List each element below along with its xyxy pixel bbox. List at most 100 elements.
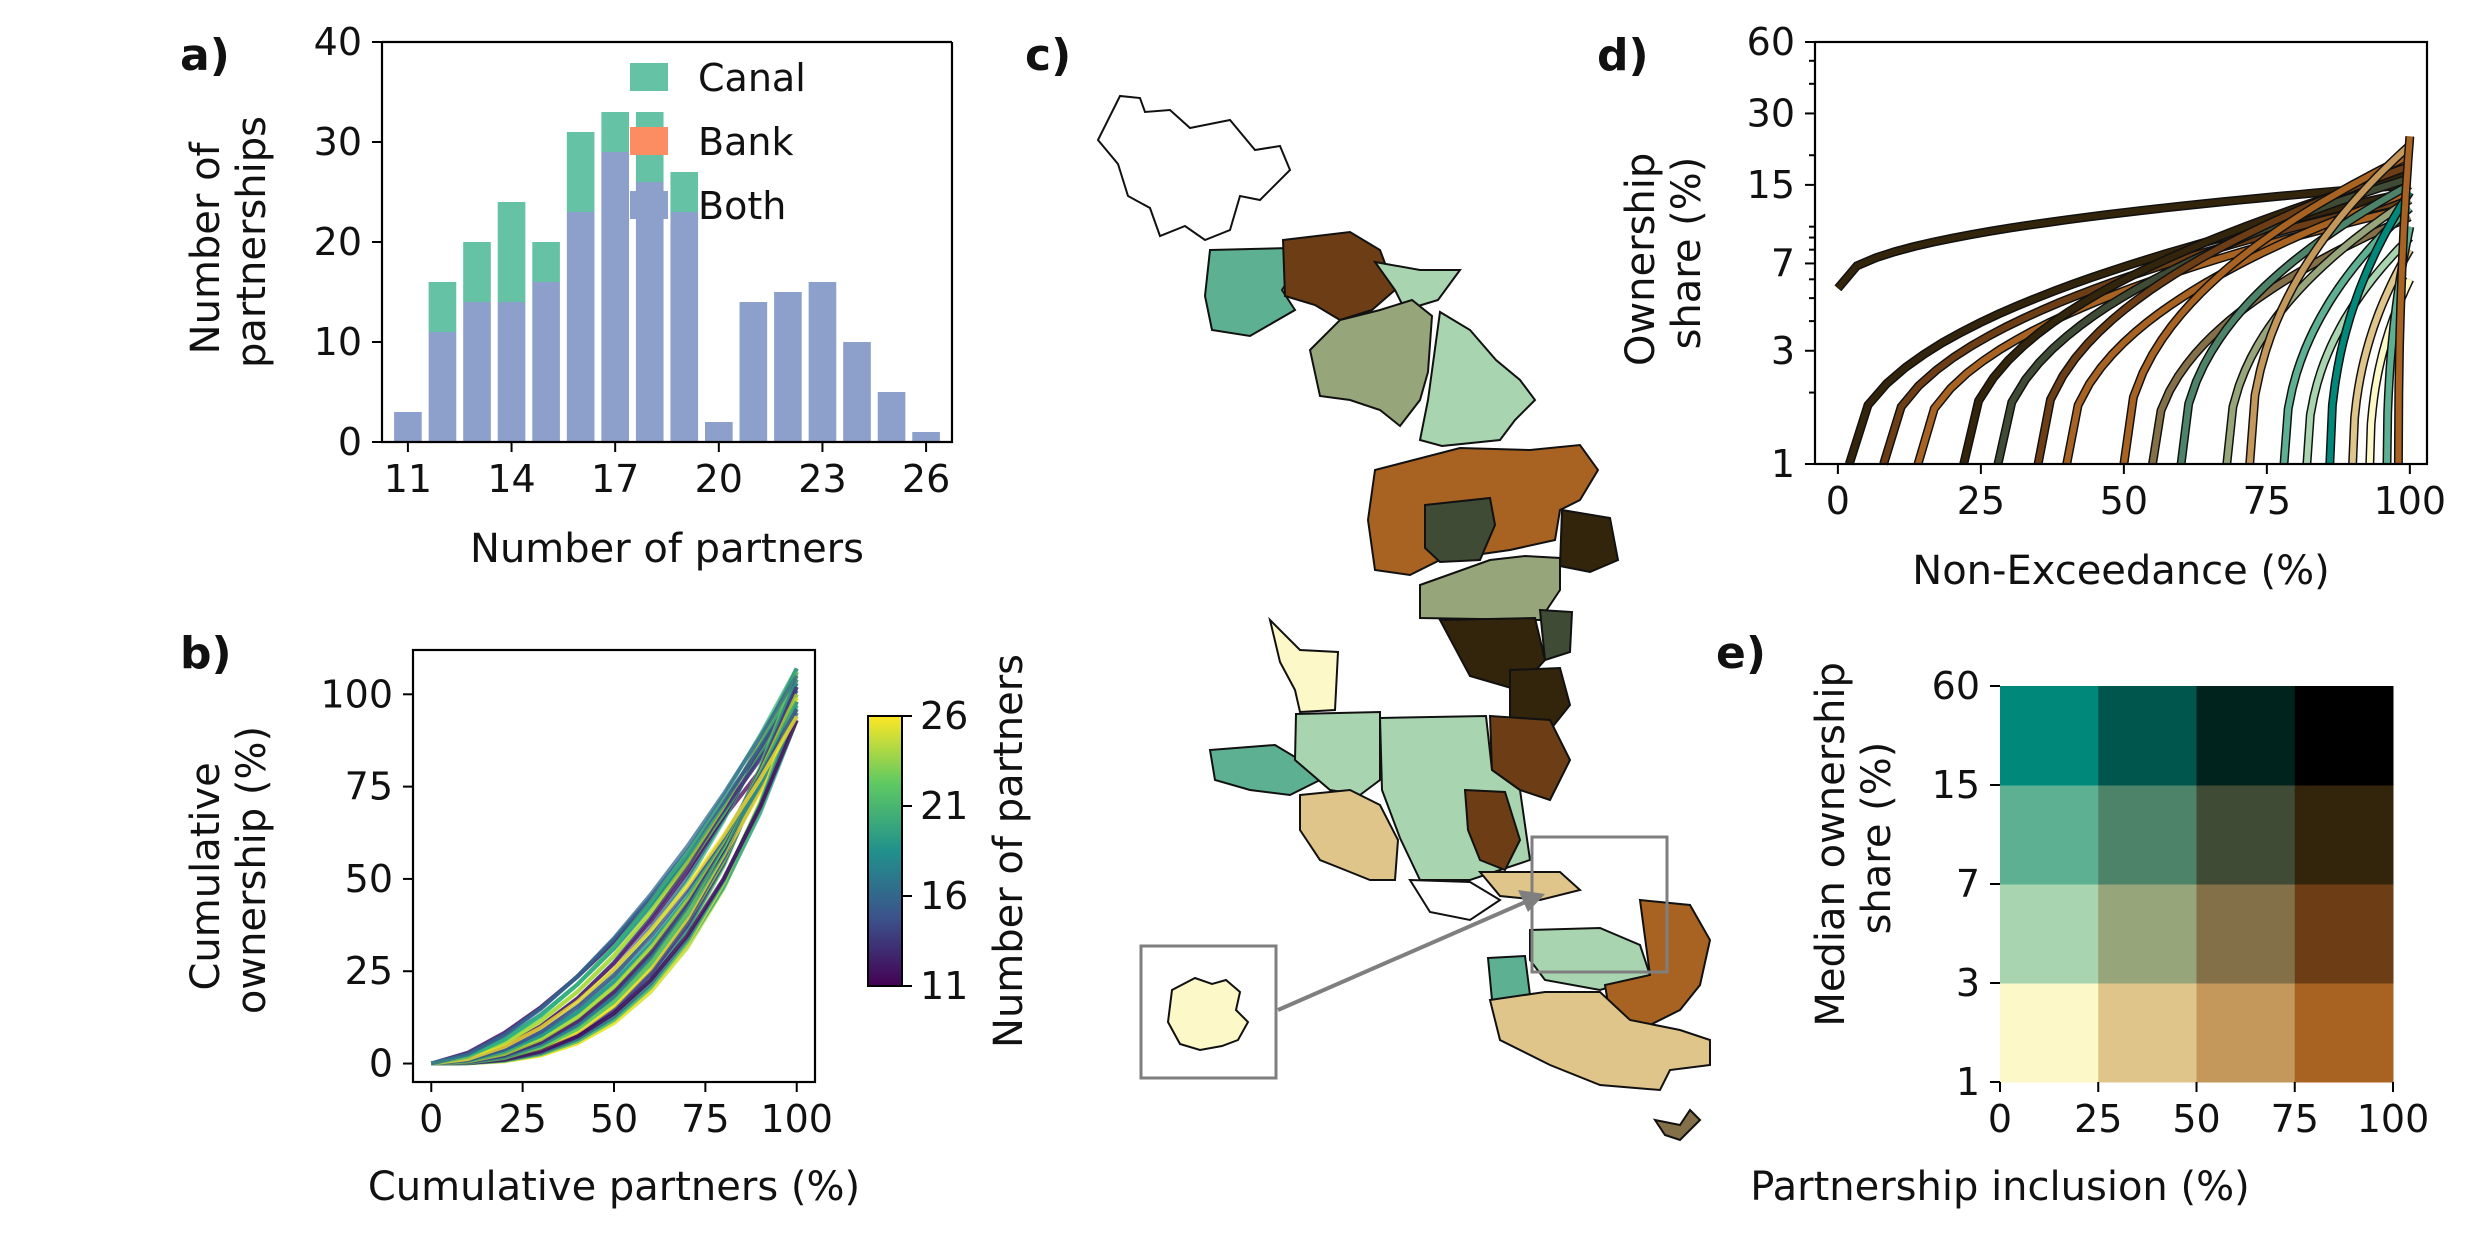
- map-region-teal-west: [1208, 743, 1322, 797]
- panel-d: d) 0 25 50 75 100 1 3 7 15 30 60 Non-Exceedance (%…: [1597, 20, 2446, 594]
- y-axis-label-e-line2: share (%): [1854, 742, 1900, 935]
- bar-canal-13: [463, 242, 491, 302]
- x-tick-label-a: 20: [695, 457, 743, 501]
- colorbar-ticks: 11 16 21 26: [902, 694, 968, 1008]
- panel-e: e) 0 25 50 75 100 1 3 7 15 60 Partnership inclusi…: [1716, 628, 2429, 1210]
- x-tick-label-b: 25: [498, 1097, 546, 1141]
- heatmap-cell: [2196, 785, 2296, 885]
- x-axis-label-b: Cumulative partners (%): [368, 1164, 860, 1210]
- y-axis-label-d-line2: share (%): [1664, 157, 1710, 350]
- y-tick-label-d: 30: [1747, 91, 1795, 135]
- map-region-white-coast: [1408, 878, 1502, 922]
- map-region-light-teal-north: [1372, 260, 1462, 312]
- y-tick-label-a: 40: [314, 20, 362, 64]
- heatmap-cell: [2000, 983, 2099, 1083]
- heatmap-cell: [2098, 884, 2197, 984]
- y-tick-label-e: 60: [1932, 664, 1980, 708]
- legend-label-bank: Bank: [698, 120, 793, 164]
- panel-letter-d: d): [1597, 30, 1649, 81]
- y-tick-label-d: 15: [1747, 163, 1795, 207]
- bar-both-26: [912, 432, 940, 442]
- y-tick-label-b: 75: [345, 765, 393, 809]
- y-axis-label-a: Number of partnerships: [183, 116, 275, 368]
- inset-shape: [1166, 976, 1250, 1052]
- x-tick-label-d: 0: [1826, 479, 1850, 523]
- x-tick-label-e: 0: [1988, 1097, 2012, 1141]
- bar-canal-17: [601, 112, 629, 152]
- histogram-bars: [394, 112, 940, 442]
- cumulative-curve: [431, 678, 799, 1066]
- bar-both-12: [428, 332, 457, 442]
- map-region-pale-green: [1418, 310, 1537, 448]
- x-tick-label-a: 11: [384, 457, 432, 501]
- map-region-tan-south: [1488, 991, 1711, 1092]
- y-axis-label-a-line2: partnerships: [229, 116, 275, 368]
- heatmap-cell: [2196, 884, 2296, 984]
- district-map: [1096, 94, 1712, 1142]
- bar-both-14: [497, 302, 526, 442]
- share-curve: [2395, 136, 2413, 465]
- x-tick-label-e: 100: [2357, 1097, 2430, 1141]
- map-region-teal-south: [1486, 954, 1532, 1002]
- heatmap-cell: [2000, 785, 2099, 885]
- map-region-sage: [1308, 298, 1434, 428]
- heatmap-cell: [2098, 785, 2197, 885]
- share-curves: [1834, 136, 2415, 466]
- y-tick-label-e: 7: [1956, 862, 1980, 906]
- axis-ticks-a: 11 14 17 20 23 26 0 10 20 30 40: [314, 20, 951, 501]
- bar-both-20: [705, 422, 733, 442]
- colorbar-tick-label: 21: [920, 784, 968, 828]
- share-curve: [2120, 152, 2412, 465]
- axis-ticks-b: 0 25 50 75 100 0 25 50 75 100: [320, 672, 833, 1141]
- map-region-brown-southcenter: [1463, 788, 1522, 872]
- heatmap-cells: [2000, 686, 2394, 1083]
- heatmap-cell: [2294, 983, 2394, 1083]
- y-axis-label-d: Ownership share (%): [1618, 140, 1710, 366]
- y-axis-label-d-line1: Ownership: [1618, 153, 1664, 366]
- bar-both-25: [877, 392, 906, 442]
- heatmap-cell: [2196, 686, 2296, 786]
- map-region-tip: [1652, 1108, 1702, 1142]
- panel-letter-c: c): [1025, 30, 1071, 81]
- heatmap-cell: [2098, 686, 2197, 786]
- x-axis-label-d: Non-Exceedance (%): [1912, 548, 2329, 594]
- bar-both-24: [843, 342, 871, 442]
- x-axis-label-e: Partnership inclusion (%): [1750, 1164, 2249, 1210]
- x-tick-label-b: 100: [760, 1097, 833, 1141]
- colorbar-tick-label: 11: [920, 964, 968, 1008]
- x-tick-label-a: 23: [798, 457, 846, 501]
- legend-a: Canal Bank Both: [630, 56, 806, 228]
- share-curve: [2326, 190, 2413, 465]
- y-tick-label-b: 100: [320, 672, 393, 716]
- x-tick-label-d: 25: [1957, 479, 2005, 523]
- bar-canal-19: [670, 172, 699, 212]
- x-tick-label-a: 26: [902, 457, 950, 501]
- x-axis-label-a: Number of partners: [470, 526, 864, 572]
- inset-arrow-head: [1518, 890, 1545, 912]
- y-tick-label-d: 60: [1747, 20, 1795, 64]
- colorbar-label: Number of partners: [986, 654, 1032, 1048]
- map-region-north-outline: [1096, 94, 1292, 242]
- map-region-tan-southwest: [1299, 788, 1400, 881]
- legend-label-canal: Canal: [698, 56, 806, 100]
- x-tick-label-d: 100: [2374, 479, 2447, 523]
- bar-both-16: [566, 212, 595, 442]
- y-tick-label-a: 30: [314, 120, 362, 164]
- bar-canal-16: [566, 132, 595, 212]
- heatmap-cell: [2294, 884, 2394, 984]
- colorbar: [867, 715, 903, 987]
- cumulative-curves: [430, 667, 799, 1066]
- map-region-dark-olive-mid: [1538, 608, 1574, 662]
- y-tick-label-d: 1: [1771, 442, 1795, 486]
- x-tick-label-d: 50: [2100, 479, 2148, 523]
- bar-both-22: [774, 292, 802, 442]
- y-tick-label-b: 0: [369, 1042, 393, 1086]
- share-curve: [2178, 182, 2412, 465]
- inset-box: [1139, 944, 1278, 1080]
- map-region-dark-brown-east: [1558, 508, 1620, 574]
- map-region-tan-strip: [1477, 871, 1583, 902]
- bar-canal-15: [532, 242, 560, 282]
- panel-c-map: c): [1025, 30, 1712, 1142]
- x-tick-label-d: 75: [2243, 479, 2291, 523]
